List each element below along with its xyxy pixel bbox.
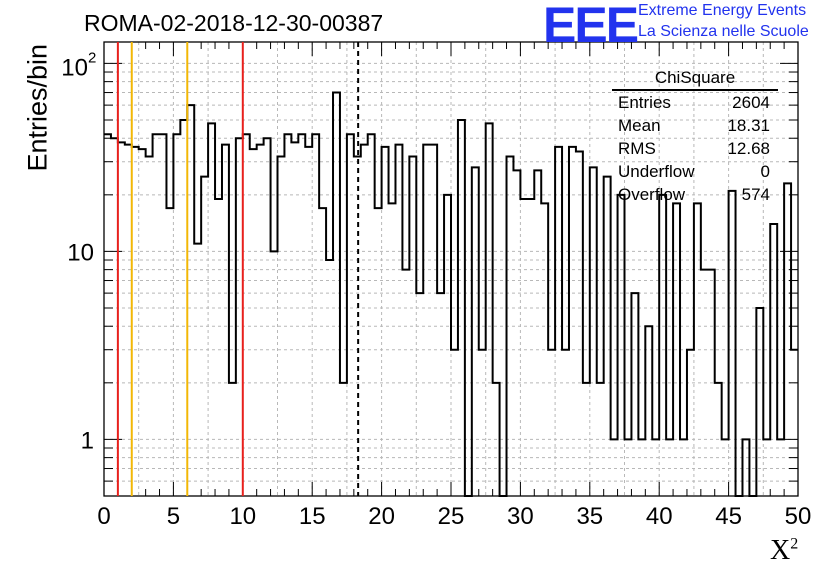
histogram-bin — [520, 199, 527, 496]
histogram-bin — [590, 167, 597, 496]
x-tick-label: 10 — [229, 503, 256, 530]
histogram-bin — [347, 134, 354, 496]
histogram-bin — [555, 147, 562, 496]
histogram-bin — [534, 170, 541, 496]
histogram-bin — [784, 183, 791, 496]
histogram-bin — [194, 244, 201, 496]
histogram-bin — [125, 145, 132, 496]
histogram-bin — [645, 326, 652, 496]
histogram-bin — [298, 134, 305, 496]
histogram-bin — [271, 251, 278, 496]
x-tick-label: 45 — [715, 503, 742, 530]
histogram-bin — [257, 145, 264, 496]
histogram-bin — [527, 199, 534, 496]
histogram-bin — [659, 195, 666, 496]
histogram-bin — [569, 147, 576, 496]
x-tick-label: 5 — [167, 503, 180, 530]
histogram-bin — [416, 293, 423, 496]
histogram-bin — [472, 167, 479, 496]
stats-title: ChiSquare — [612, 68, 778, 91]
histogram-bin — [513, 170, 520, 496]
x-tick-label: 30 — [507, 503, 534, 530]
histogram-bin — [479, 350, 486, 496]
x-tick-label: 20 — [368, 503, 395, 530]
histogram-bin — [326, 260, 333, 496]
y-tick-label: 10 — [61, 54, 88, 81]
histogram-bin — [132, 147, 139, 496]
histogram-bin — [264, 138, 271, 496]
histogram-series — [104, 91, 798, 497]
histogram-bin — [368, 134, 375, 496]
histogram-bin — [618, 195, 625, 496]
histogram-bin — [222, 145, 229, 496]
stats-box: ChiSquare Entries 2604 Mean 18.31 RMS 12.68… — [610, 68, 780, 206]
histogram-bin — [250, 149, 257, 496]
x-tick-label: 15 — [299, 503, 326, 530]
histogram-bin — [153, 134, 160, 496]
histogram-bin — [770, 224, 777, 496]
x-tick-label: 40 — [646, 503, 673, 530]
histogram-bin — [729, 191, 736, 496]
histogram-bin — [631, 293, 638, 496]
histogram-bin — [333, 93, 340, 496]
x-tick-label: 35 — [576, 503, 603, 530]
histogram-bin — [486, 123, 493, 496]
stats-row-entries: Entries 2604 — [618, 93, 770, 112]
histogram-bin — [444, 195, 451, 496]
y-tick-label: 1 — [81, 427, 94, 454]
stats-row-rms: RMS 12.68 — [618, 139, 770, 158]
eee-logo: EEE — [543, 0, 639, 53]
x-axis-label: X2 — [770, 535, 799, 566]
histogram-bin — [118, 142, 125, 496]
histogram-bin — [395, 145, 402, 496]
histogram-bin — [756, 308, 763, 496]
eee-logo-line2: La Scienza nelle Scuole — [638, 23, 809, 40]
y-tick-label-exponent: 2 — [88, 49, 96, 66]
histogram-bin — [437, 293, 444, 496]
histogram-bin — [243, 134, 250, 496]
y-axis-label: Entries/bin — [22, 43, 53, 172]
histogram-bin — [451, 350, 458, 496]
histogram-bin — [187, 105, 194, 496]
histogram-bin — [576, 151, 583, 496]
plot-title: ROMA-02-2018-12-30-00387 — [84, 10, 384, 36]
histogram-bin — [382, 147, 389, 496]
histogram-bin — [284, 134, 291, 496]
eee-logo-line1: Extreme Energy Events — [638, 2, 807, 19]
histogram-bin — [236, 138, 243, 496]
histogram-bin — [139, 149, 146, 496]
y-tick-label: 10 — [67, 239, 94, 266]
histogram-bin — [104, 134, 111, 496]
histogram-bin — [430, 145, 437, 496]
x-tick-label: 0 — [97, 503, 110, 530]
stats-row-mean: Mean 18.31 — [618, 116, 770, 135]
histogram-bin — [791, 350, 798, 496]
stats-row-overflow: Overflow 574 — [618, 185, 770, 204]
histogram-bin — [215, 199, 222, 496]
histogram-bin — [305, 147, 312, 496]
histogram-bin — [173, 134, 180, 496]
histogram-bin — [687, 350, 694, 496]
histogram-bin — [291, 142, 298, 496]
histogram-bin — [562, 350, 569, 496]
x-tick-label: 25 — [438, 503, 465, 530]
histogram-bin — [111, 138, 118, 496]
histogram-bin — [160, 134, 167, 496]
histogram-bin — [208, 123, 215, 496]
x-tick-label: 50 — [785, 503, 812, 530]
histogram-bin — [548, 350, 555, 496]
stats-row-underflow: Underflow 0 — [618, 162, 770, 181]
histogram-bin — [361, 145, 368, 496]
histogram-bin — [423, 145, 430, 496]
histogram-bin — [312, 134, 319, 496]
